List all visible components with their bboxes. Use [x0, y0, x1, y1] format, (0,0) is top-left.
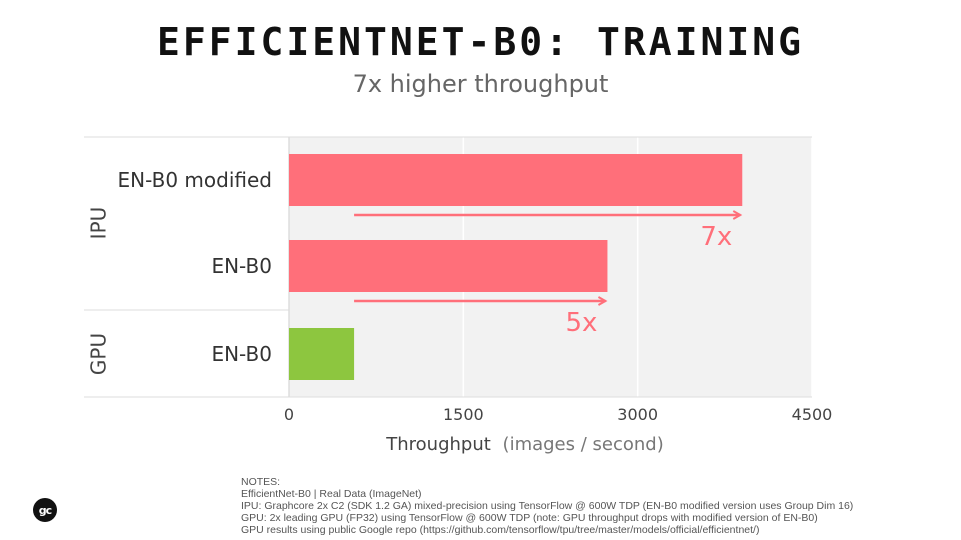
group-label-ipu: IPU	[87, 207, 111, 240]
notes-line: EfficientNet-B0 | Real Data (ImageNet)	[241, 488, 422, 500]
notes-line: IPU: Graphcore 2x C2 (SDK 1.2 GA) mixed-…	[241, 500, 854, 512]
x-tick-label: 0	[284, 405, 294, 424]
x-axis-label: Throughput (images / second)	[385, 434, 664, 455]
notes-heading: NOTES:	[241, 476, 281, 488]
x-axis-label-main: Throughput	[385, 434, 491, 455]
ratio-label: 5x	[566, 308, 598, 338]
ratio-label: 7x	[700, 222, 732, 252]
category-label: EN-B0	[211, 254, 272, 278]
bar	[289, 154, 743, 206]
graphcore-logo-icon: gc	[33, 498, 57, 522]
category-label: EN-B0 modified	[118, 168, 272, 192]
x-axis-label-unit: (images / second)	[503, 434, 664, 455]
bar	[289, 240, 608, 292]
chart-title: EFFICIENTNET-B0: TRAINING	[157, 20, 804, 64]
group-label-gpu: GPU	[87, 333, 111, 375]
bar-chart: 0 1500 3000 4500 IPU GPU EN-B0 modified EN-B0 EN…	[84, 136, 833, 455]
notes: NOTES: EfficientNet-B0 | Real Data (Imag…	[241, 476, 951, 536]
notes-line: GPU: 2x leading GPU (FP32) using TensorF…	[241, 512, 818, 524]
category-label: EN-B0	[211, 342, 272, 366]
x-tick-label: 1500	[443, 405, 484, 424]
x-tick-label: 4500	[792, 405, 833, 424]
logo-text: gc	[38, 503, 52, 517]
x-tick-label: 3000	[617, 405, 658, 424]
notes-line: GPU results using public Google repo (ht…	[241, 524, 760, 536]
chart-subtitle: 7x higher throughput	[352, 70, 609, 98]
bar	[289, 328, 355, 380]
